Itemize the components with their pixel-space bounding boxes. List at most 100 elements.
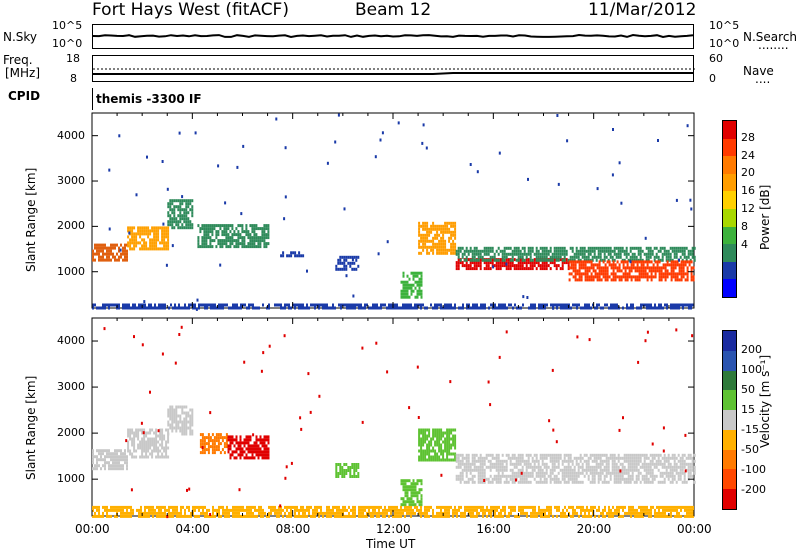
x-tick-label: 04:00 [175,522,210,536]
nsky-left-tick-bottom: 10^0 [52,37,83,50]
freq-left-tick-top: 18 [66,52,80,65]
colorbar-segment [723,121,736,139]
nave-legend: .... [755,72,771,86]
colorbar-segment [723,173,736,192]
colorbar-tick-label: 15 [741,403,755,416]
colorbar-segment [723,449,736,470]
data-band-1 [127,428,170,459]
colorbar-segment [723,469,736,490]
colorbar-segment [723,489,736,510]
power-colorbar [722,120,737,298]
freq-right-tick-top: 60 [709,52,723,65]
scatter-points [103,325,694,519]
nsky-trace [92,33,694,39]
colorbar-tick-label: 4 [741,237,748,251]
y-tick-label: 2000 [57,426,85,440]
y-tick-label: 2000 [57,219,85,233]
colorbar-tick-label: 28 [741,130,755,144]
colorbar-tick-label: -15 [741,423,759,436]
colorbar-tick-label: 100 [741,363,762,376]
nsearch-label: N.Search [743,30,798,44]
velocity-ylabel: Slant Range [km] [24,375,38,480]
velocity-plot [91,317,696,519]
colorbar-tick-label: 20 [741,166,755,180]
cpid-value: themis -3300 IF [96,92,202,106]
nsky-label: N.Sky [3,30,38,44]
colorbar-tick-label: 12 [741,202,755,215]
colorbar-segment [723,370,736,391]
colorbar-tick-label: -50 [741,443,759,456]
colorbar-segment [723,429,736,450]
freq-trace [93,68,695,75]
freq-panel [92,55,695,82]
colorbar-tick-label: -100 [741,463,766,476]
x-tick-label: 20:00 [576,522,612,536]
colorbar-tick-label: 8 [741,219,748,233]
colorbar-segment [723,350,736,371]
data-band-0 [92,243,128,262]
data-band-7 [418,428,457,462]
velocity-colorbar [722,330,737,510]
colorbar-segment [723,390,736,411]
data-band-5 [335,463,360,478]
data-band-10 [568,260,695,282]
colorbar-segment [723,226,736,245]
y-tick-label: 1000 [57,264,85,278]
nave-label: Nave [743,64,774,78]
date-title: 11/Mar/2012 [588,0,697,20]
nsky-left-tick-top: 10^5 [52,19,83,32]
nsky-right-tick-bottom: 10^0 [709,37,740,50]
colorbar-segment [723,156,736,174]
colorbar-tick-label: 200 [741,343,762,356]
colorbar-segment [723,191,736,209]
colorbar-segment [723,279,736,297]
colorbar-segment [723,208,736,227]
data-band-4 [280,251,305,258]
data-band-1 [127,226,170,251]
data-band-9 [92,505,694,518]
power-plot [91,112,696,311]
power-ylabel: Slant Range [km] [24,167,38,272]
nsky-panel [92,24,694,49]
data-band-9 [455,246,696,262]
radar-title: Fort Hays West (fitACF) [92,0,289,20]
data-band-2 [167,405,194,436]
data-band-8 [455,453,696,484]
data-band-5 [335,255,360,271]
colorbar-segment [723,138,736,157]
x-tick-label: 08:00 [275,522,311,536]
colorbar-segment [723,410,736,430]
data-band-4 [227,435,270,460]
y-tick-label: 3000 [57,174,85,188]
colorbar-tick-label: 16 [741,184,755,198]
scatter-points [108,113,693,311]
freq-right-tick-bottom: 0 [709,72,716,85]
colorbar-tick-label: 50 [741,383,755,396]
data-band-3 [199,433,228,455]
nsearch-legend: ........ [758,38,789,52]
cpid-panel: themis -3300 IF [92,88,694,110]
colorbar-tick-label: 24 [741,148,755,162]
beam-title: Beam 12 [355,0,432,20]
y-tick-label: 4000 [57,334,85,348]
x-tick-label: 12:00 [376,522,411,536]
velocity-colorbar-title: Velocity [m s⁻¹] [758,354,772,448]
cpid-label: CPID [8,89,41,103]
nsky-right-tick-top: 10^5 [709,19,740,32]
colorbar-segment [723,261,736,280]
x-tick-label: 16:00 [476,522,511,536]
y-tick-label: 4000 [57,128,85,142]
y-tick-label: 3000 [57,380,85,394]
x-tick-label: 00:00 [75,522,110,536]
freq-left-tick-bottom: 8 [70,72,77,85]
data-band-0 [92,449,128,471]
colorbar-tick-label: -200 [741,483,766,496]
x-tick-label: 00:00 [677,522,712,536]
x-axis-label: Time UT [366,537,416,551]
power-colorbar-title: Power [dB] [758,184,772,250]
y-tick-label: 1000 [57,472,85,486]
data-band-3 [197,224,270,249]
colorbar-segment [723,331,736,351]
data-band-2 [167,199,194,230]
plot-frame [91,317,695,517]
